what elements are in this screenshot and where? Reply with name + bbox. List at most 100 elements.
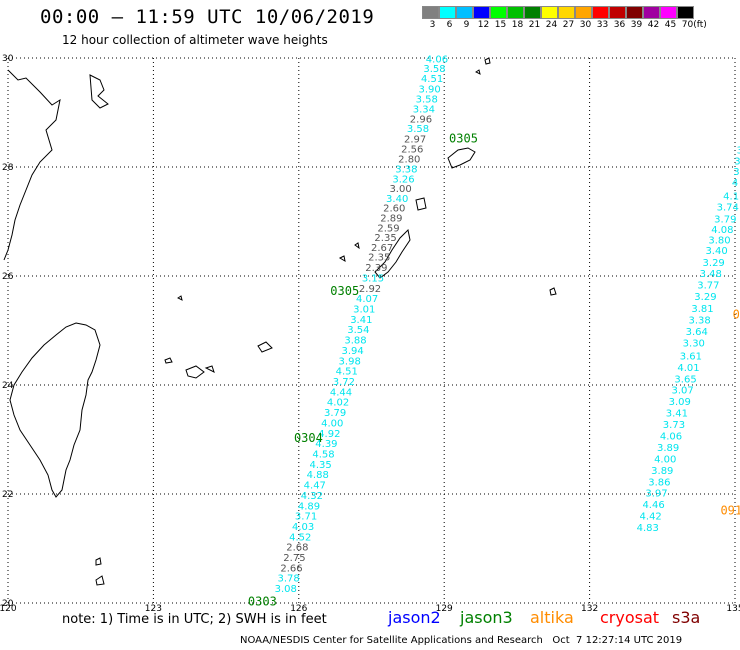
swh-value: 2.35 [374,233,396,244]
swh-value: 4.51 [336,367,358,378]
amami-island [447,147,476,169]
lon-tick-label: 126 [290,604,307,614]
swh-value: 3.64 [686,327,708,338]
swh-value: 3.30 [683,338,705,349]
color-scale-label: 15 [494,20,507,30]
swh-value: 2.97 [404,134,426,145]
swh-value: 2.80 [398,155,420,166]
swh-value: 4.52 [289,532,311,543]
satellite-jason2: jason2 [388,608,441,627]
swh-value: 3 [737,145,740,156]
color-scale-label: 36 [613,20,626,30]
footer-note: note: 1) Time is in UTC; 2) SWH is in fe… [62,612,327,627]
lon-tick-label: 132 [581,604,598,614]
swh-value: 3.81 [691,304,713,315]
swh-value: 3.40 [386,194,408,205]
swh-value: 2.60 [383,204,405,215]
color-scale-legend: 3 6 9 12 15 18 21 24 27 30 33 36 39 42 45 70 (ft) [422,6,707,31]
swh-value: 3.54 [347,325,369,336]
color-swatch-18 [507,6,524,19]
color-scale-swatches [422,6,694,19]
pass-time-label: 0305 [449,131,478,145]
swh-value: 4.03 [292,522,314,533]
color-scale-unit: (ft) [693,20,707,30]
swh-value: 4.08 [711,225,733,236]
swh-value: 3.38 [395,164,417,175]
color-scale-label: 70 [681,20,694,30]
color-swatch-21 [524,6,541,19]
swh-value: 3.80 [708,235,730,246]
satellite-jason3: jason3 [460,608,513,627]
color-scale-label: 18 [511,20,524,30]
swh-value: 3.78 [277,574,299,585]
swh-value: 3.88 [344,336,366,347]
swh-value: 4.88 [307,470,329,481]
color-swatch-3 [422,6,439,19]
lat-tick-label: 30 [2,54,14,64]
color-swatch-12 [473,6,490,19]
swh-value: 3.79 [324,408,346,419]
swh-value: 3.58 [423,64,445,75]
okinawa-island [374,228,411,279]
color-swatch-27 [558,6,575,19]
pass-time-label: 0305 [330,284,359,298]
daito-island [549,287,557,296]
color-scale-label: 45 [664,20,677,30]
swh-value: 3.89 [651,466,673,477]
swh-value: 3.98 [339,356,361,367]
lon-tick-label: 129 [436,604,453,614]
swh-value: 3.73 [663,420,685,431]
swh-value: 4.42 [640,512,662,523]
swh-value: 2.67 [371,243,393,254]
swh-value: 3.29 [694,292,716,303]
pass-time-label: 0 [733,308,740,322]
lon-tick-label: 135 [726,604,740,614]
swh-value: 4.35 [309,460,331,471]
taiwan-coastline [9,322,101,498]
swh-value: 3.34 [413,105,435,116]
color-scale-label: 39 [630,20,643,30]
swh-value: 2.39 [365,263,387,274]
swh-value: 3 [733,167,739,178]
swh-value: 4.58 [312,449,334,460]
satellite-altika: altika [530,608,574,627]
swh-value: 3.40 [705,246,727,257]
swh-value: 4.39 [315,439,337,450]
swh-value: 3.08 [275,584,297,595]
swh-value: 4.89 [298,501,320,512]
swh-value: 4.1 [723,192,739,203]
miyako-island [257,341,273,353]
page-subtitle: 12 hour collection of altimeter wave hei… [62,33,328,47]
pass-time-label: 0304 [294,431,323,445]
swh-value: 3.15 [362,273,384,284]
lon-tick-label: 120 [0,604,17,614]
swh-value: 4.00 [321,418,343,429]
lon-tick-label: 123 [145,604,162,614]
swh-value: 3.58 [407,124,429,135]
color-scale-label: 30 [579,20,592,30]
swh-value: 3.72 [333,377,355,388]
swh-value: 2.66 [280,563,302,574]
pass-time-label: 0917 [720,504,740,518]
swh-value: 4.32 [301,491,323,502]
satellite-s3a: s3a [672,608,701,627]
page-title: 00:00 — 11:59 UTC 10/06/2019 [40,6,375,28]
china-coastline [3,69,61,261]
color-scale-label: 21 [528,20,541,30]
color-swatch-24 [541,6,558,19]
swh-value: 4 [732,178,738,189]
swh-value: 2.75 [283,553,305,564]
yonaguni-island [164,357,173,364]
tokara-islands [177,57,491,301]
swh-value: 3.77 [697,281,719,292]
track-east: 33344.13.743.794.083.803.403.293.483.773… [637,145,740,534]
swh-value: 4.46 [642,500,664,511]
color-swatch-42 [643,6,660,19]
swh-value: 3 [734,156,740,167]
swh-value: 3.29 [703,258,725,269]
small-islands-south [95,557,105,586]
yaeyama-islands [185,365,215,379]
swh-value: 3.97 [645,489,667,500]
swh-value: 3.38 [688,315,710,326]
